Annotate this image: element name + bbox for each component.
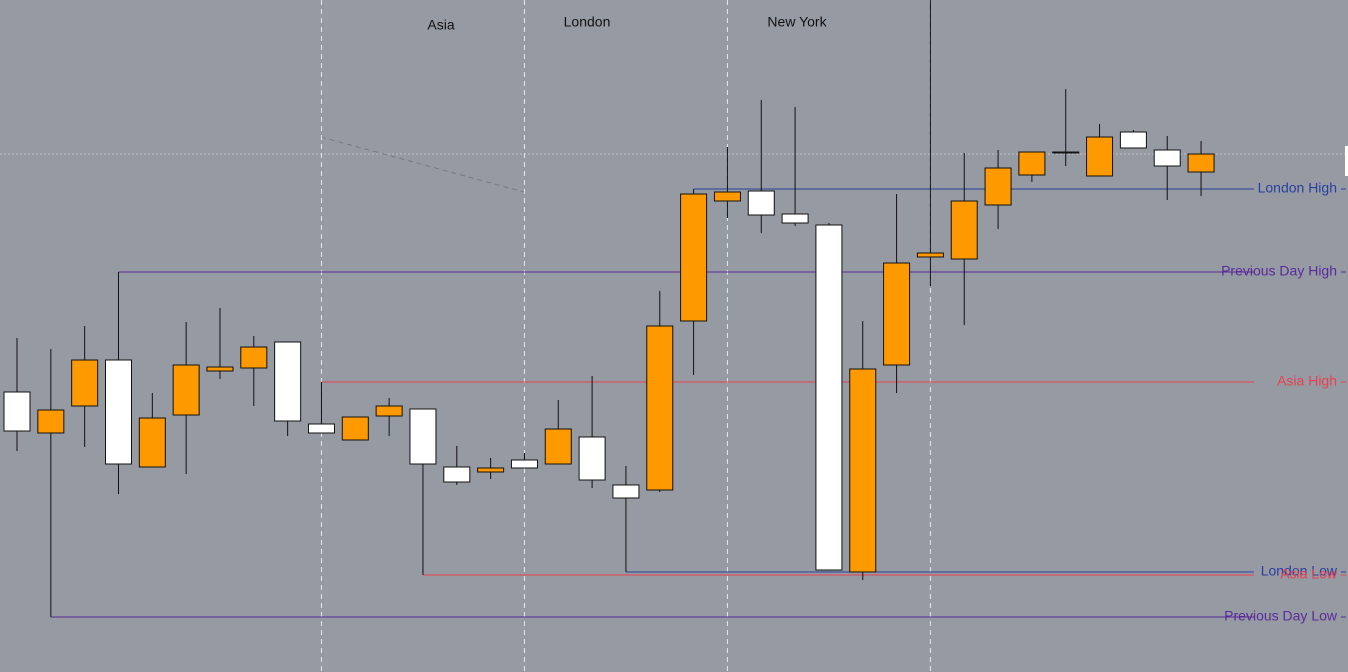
candle-body [104, 359, 132, 465]
candle-body [1119, 131, 1147, 149]
session-label: New York [767, 14, 827, 30]
level-label: Asia High [1277, 373, 1337, 389]
trend-line [320, 136, 525, 193]
candle-body [443, 466, 471, 483]
candle-body [747, 190, 775, 216]
candle-body [341, 416, 369, 441]
candle-body [510, 459, 538, 469]
level-label: Previous Day Low [1224, 608, 1338, 624]
candle-body [544, 428, 572, 465]
candle-body [1018, 151, 1046, 176]
level-label: Asia Low [1280, 566, 1338, 582]
price-marker [1345, 146, 1348, 176]
candle-body [240, 346, 268, 369]
candle-body [815, 224, 843, 571]
candle-body [274, 341, 302, 422]
candle-body [612, 484, 640, 499]
candle-body [1086, 136, 1114, 177]
candle-body [849, 368, 877, 573]
candle-body [1187, 153, 1215, 173]
candle-body [646, 325, 674, 491]
candle-body [984, 167, 1012, 206]
level-label: Previous Day High [1221, 263, 1337, 279]
candle-body [950, 200, 978, 260]
candle-body [206, 366, 234, 372]
candle-body [71, 359, 99, 407]
candle-body [375, 405, 403, 417]
session-label: Asia [427, 17, 454, 33]
candle-body [883, 262, 911, 366]
candle-body [409, 408, 437, 465]
candle-body [680, 193, 708, 322]
candle-body [172, 364, 200, 416]
candle-body [37, 409, 65, 434]
candle-body [713, 191, 741, 202]
candle-body [477, 467, 505, 473]
level-label: London Low [1261, 563, 1338, 579]
candle-body [138, 417, 166, 468]
candle-body [578, 436, 606, 481]
candle-body [307, 423, 335, 434]
candle-body [3, 391, 31, 432]
session-label: London [564, 14, 611, 30]
candle-body [1153, 149, 1181, 167]
candle-body [781, 213, 809, 224]
candle-body [1052, 151, 1080, 154]
candle-body [916, 252, 944, 258]
level-label: London High [1258, 180, 1337, 196]
